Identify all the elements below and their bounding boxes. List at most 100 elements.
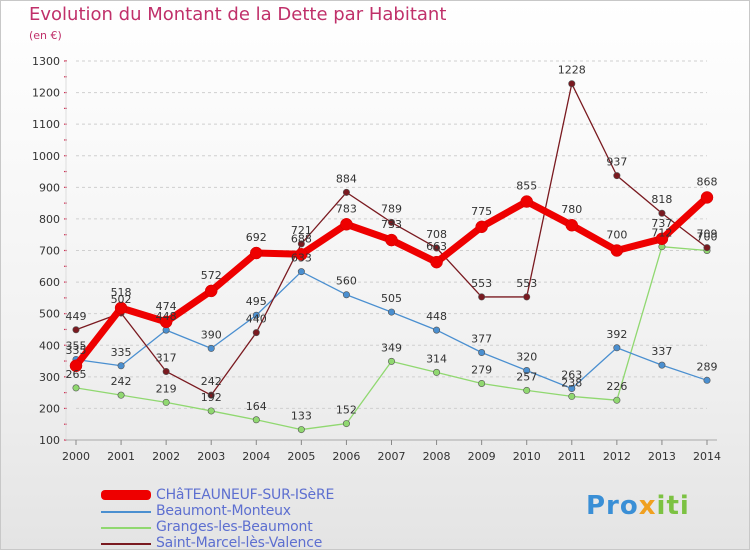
data-point [342,188,350,196]
data-label: 572 [201,269,222,282]
data-label: 242 [111,375,132,388]
y-tick-label: 900 [39,181,60,194]
data-point [520,195,533,208]
y-tick-label: 1200 [32,87,60,100]
legend-label: CHâTEAUNEUF-SUR-ISèRE [156,487,335,503]
data-point [703,376,711,384]
data-point [387,218,395,226]
data-point [565,218,579,232]
y-tick-label: 300 [39,371,60,384]
data-point [655,232,669,246]
data-point [568,80,576,88]
data-label: 884 [336,172,357,185]
data-label: 688 [291,232,312,245]
data-label: 553 [471,277,492,290]
data-labels: 265 242 219 192 164 133 152 349 314 279 257 238 226 7… [66,64,718,423]
data-label: 335 [66,344,87,357]
data-point [658,209,666,217]
data-point [568,392,576,400]
data-label: 314 [426,352,447,365]
series-group [69,80,714,434]
data-label: 440 [246,313,267,326]
legend-item: Granges-les-Beaumont [101,519,461,535]
data-label: 355 [66,339,87,352]
axes: 100 200 300 400 500 600 700 800 900 1000 1100 1200 1… [32,55,721,463]
x-tick-label: 2012 [603,450,631,463]
data-label: 219 [156,382,177,395]
data-point [117,362,125,370]
y-tick-label: 1000 [32,150,60,163]
data-point [613,172,621,180]
data-point [475,220,488,234]
data-point [297,268,305,276]
data-label: 560 [336,275,357,288]
data-label: 257 [516,370,537,383]
data-label: 349 [381,341,402,354]
data-label: 783 [336,202,357,215]
data-point [523,367,531,375]
x-tick-label: 2013 [648,450,676,463]
data-label: 242 [201,375,222,388]
data-point [433,368,441,376]
data-point [252,311,260,319]
data-point [297,240,305,248]
data-point [342,420,350,428]
y-tick-label: 1100 [32,118,60,131]
y-tick-label: 1300 [32,55,60,68]
data-label: 474 [156,300,177,313]
data-point [207,391,215,399]
data-label: 337 [651,345,672,358]
data-label: 448 [426,310,447,323]
data-label: 518 [111,286,132,299]
x-tick-label: 2008 [423,450,451,463]
data-point [658,361,666,369]
x-tick-label: 2001 [107,450,135,463]
data-point [162,367,170,375]
legend-swatch [101,511,151,513]
data-point [478,379,486,387]
x-tick-label: 2014 [693,450,721,463]
data-label: 279 [471,363,492,376]
data-point [385,233,398,247]
legend-label: Granges-les-Beaumont [156,519,313,535]
y-tick-label: 400 [39,339,60,352]
data-point [114,301,128,315]
data-label: 317 [156,351,177,364]
data-point [430,255,443,269]
data-label: 164 [246,400,267,413]
x-tick-label: 2011 [558,450,586,463]
data-point [204,284,218,298]
data-point [117,391,125,399]
data-point [478,349,486,357]
y-tick-label: 800 [39,213,60,226]
data-label: 663 [426,240,447,253]
data-point [207,407,215,415]
data-point [162,398,170,406]
data-label: 448 [156,310,177,323]
y-tick-label: 500 [39,308,60,321]
legend: CHâTEAUNEUF-SUR-ISèRE Beaumont-Monteux G… [101,487,461,551]
data-point [295,248,308,261]
data-point [69,359,83,373]
data-label: 721 [291,224,312,237]
data-label: 505 [381,292,402,305]
x-tick-label: 2010 [513,450,541,463]
data-label: 1228 [558,64,586,77]
data-point [387,357,395,365]
data-point [340,218,353,231]
data-label: 733 [381,218,402,231]
y-tick-label: 200 [39,402,60,415]
legend-item: CHâTEAUNEUF-SUR-ISèRE [101,487,461,503]
x-tick-label: 2009 [468,450,496,463]
data-point [433,244,441,252]
data-label: 780 [561,203,582,216]
legend-swatch [101,543,151,545]
y-tick-label: 600 [39,276,60,289]
data-point [72,384,80,392]
y-tick-label: 700 [39,245,60,258]
data-label: 700 [606,229,627,242]
data-point [252,416,260,424]
data-point [387,308,395,316]
